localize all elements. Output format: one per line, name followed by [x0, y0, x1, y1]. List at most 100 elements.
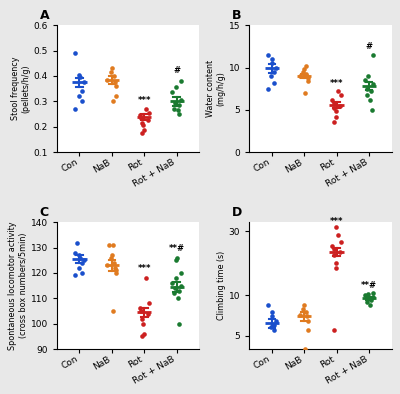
Point: [178, 97, 184, 103]
Point: [370, 290, 376, 296]
Point: [146, 300, 152, 307]
Point: [138, 308, 144, 314]
Point: [143, 106, 149, 112]
Point: [140, 320, 147, 327]
Point: [145, 117, 151, 123]
Point: [72, 249, 78, 256]
Point: [337, 249, 343, 255]
Point: [138, 115, 144, 121]
Point: [175, 107, 181, 113]
Point: [370, 81, 376, 87]
Point: [368, 297, 375, 303]
Point: [271, 327, 278, 334]
Point: [140, 122, 147, 128]
Point: [273, 318, 280, 324]
Point: [172, 99, 178, 106]
Point: [368, 362, 375, 369]
Point: [264, 85, 271, 92]
Point: [139, 130, 145, 136]
Point: [175, 295, 181, 301]
Point: [176, 111, 183, 117]
Point: [304, 73, 310, 79]
Y-axis label: Spontaneous locomotor activity
(cross box numbers/5min): Spontaneous locomotor activity (cross bo…: [8, 221, 28, 350]
Point: [139, 333, 145, 340]
Point: [172, 285, 178, 291]
Point: [76, 72, 83, 78]
Text: A: A: [40, 9, 49, 22]
Point: [143, 275, 149, 281]
Point: [331, 252, 338, 258]
Text: B: B: [232, 9, 242, 22]
Point: [365, 73, 372, 79]
Point: [112, 265, 118, 271]
Point: [169, 280, 176, 286]
Point: [112, 93, 119, 99]
Point: [271, 69, 277, 75]
Point: [176, 102, 182, 108]
Point: [302, 63, 309, 69]
Text: #: #: [366, 42, 372, 50]
Point: [77, 74, 83, 80]
Point: [110, 260, 117, 266]
Point: [108, 255, 114, 261]
Point: [112, 270, 119, 276]
Point: [141, 127, 147, 134]
Point: [106, 242, 112, 248]
Text: ***: ***: [330, 79, 343, 88]
Point: [139, 316, 145, 322]
Point: [104, 76, 110, 83]
Point: [178, 78, 184, 84]
Point: [76, 93, 82, 99]
Point: [301, 302, 308, 308]
Point: [367, 97, 374, 103]
Point: [81, 79, 87, 85]
Point: [300, 305, 306, 312]
Point: [264, 349, 271, 355]
Point: [305, 327, 311, 334]
Point: [305, 318, 311, 324]
Point: [76, 252, 83, 258]
Point: [176, 288, 182, 294]
Point: [72, 106, 78, 112]
Point: [268, 324, 274, 331]
Point: [305, 74, 311, 81]
Point: [338, 91, 344, 98]
Point: [271, 322, 277, 329]
Point: [365, 291, 372, 297]
Point: [78, 88, 85, 94]
Point: [108, 69, 114, 75]
Point: [368, 107, 375, 113]
Point: [361, 292, 368, 299]
Point: [273, 64, 280, 71]
Text: **#: **#: [361, 281, 377, 290]
Text: ***: ***: [138, 264, 151, 273]
Point: [331, 119, 337, 126]
Point: [77, 255, 83, 261]
Point: [264, 52, 271, 58]
Text: D: D: [232, 206, 242, 219]
Point: [337, 102, 343, 109]
Point: [173, 257, 180, 264]
Point: [302, 346, 308, 352]
Point: [72, 272, 78, 279]
Point: [136, 305, 143, 312]
Point: [110, 73, 117, 79]
Point: [112, 267, 119, 273]
Point: [333, 224, 340, 230]
Point: [302, 90, 308, 96]
Point: [305, 78, 311, 84]
Point: [104, 262, 110, 268]
Point: [109, 252, 115, 258]
Point: [76, 265, 82, 271]
Point: [335, 232, 342, 238]
Text: #: #: [173, 66, 180, 75]
Point: [333, 265, 339, 271]
Point: [303, 71, 309, 77]
Point: [370, 52, 376, 58]
Point: [79, 98, 85, 104]
Point: [141, 331, 147, 337]
Point: [174, 255, 180, 261]
Point: [361, 77, 368, 84]
Point: [72, 50, 78, 56]
Point: [338, 239, 344, 245]
